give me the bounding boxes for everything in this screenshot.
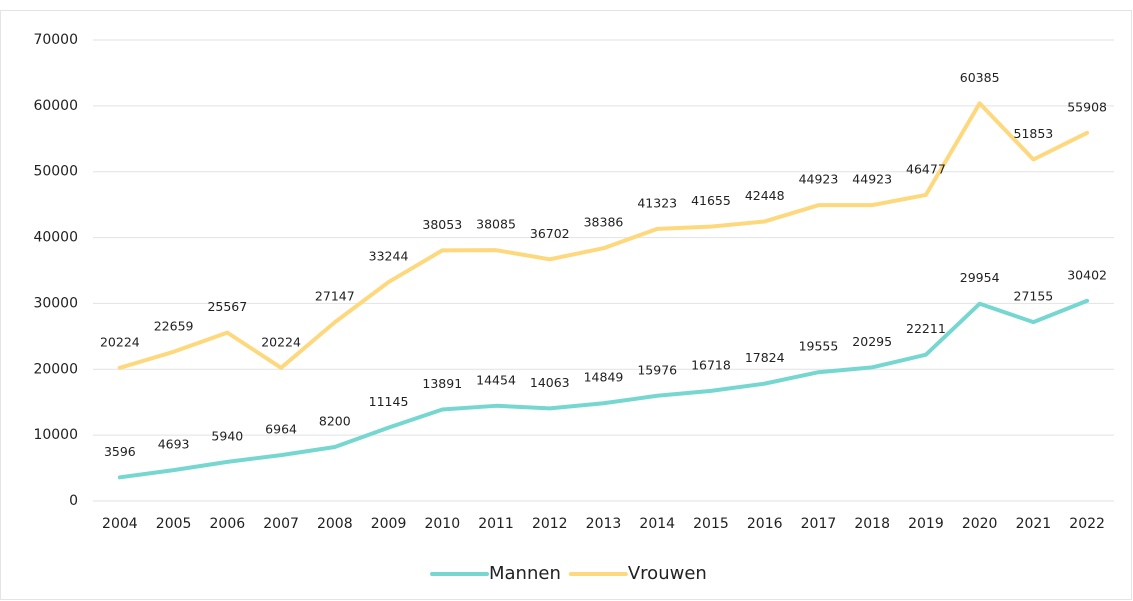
x-tick-label: 2016 <box>747 516 783 532</box>
x-tick-label: 2013 <box>586 516 622 532</box>
data-label: 6964 <box>265 422 297 437</box>
data-label: 22211 <box>906 321 946 336</box>
chart-frame <box>0 10 1132 600</box>
data-label: 14454 <box>476 372 516 387</box>
data-label: 20224 <box>100 334 140 349</box>
data-label: 38085 <box>476 217 516 232</box>
x-tick-label: 2014 <box>639 516 675 532</box>
x-tick-label: 2022 <box>1069 516 1105 532</box>
y-tick-label: 10000 <box>33 427 78 443</box>
data-label: 4693 <box>158 437 190 452</box>
data-label: 22659 <box>154 318 194 333</box>
data-label: 29954 <box>960 270 1000 285</box>
legend-label: Mannen <box>489 563 561 584</box>
y-tick-label: 40000 <box>33 230 78 246</box>
data-label: 20295 <box>852 334 892 349</box>
y-tick-label: 30000 <box>33 295 78 311</box>
series-line <box>117 101 1090 370</box>
data-label: 14849 <box>584 370 624 385</box>
data-label: 42448 <box>745 188 785 203</box>
data-label: 5940 <box>211 428 243 443</box>
x-tick-label: 2017 <box>801 516 837 532</box>
data-label: 27155 <box>1014 289 1054 304</box>
data-label: 44923 <box>852 172 892 187</box>
data-label: 44923 <box>799 172 839 187</box>
data-label: 51853 <box>1014 126 1054 141</box>
x-tick-label: 2015 <box>693 516 729 532</box>
x-tick-label: 2021 <box>1016 516 1052 532</box>
data-label: 13891 <box>422 376 462 391</box>
y-tick-label: 70000 <box>33 32 78 48</box>
data-label: 30402 <box>1067 267 1107 282</box>
y-tick-label: 50000 <box>33 164 78 180</box>
legend-label: Vrouwen <box>628 563 707 584</box>
data-label: 17824 <box>745 350 785 365</box>
data-label: 15976 <box>637 362 677 377</box>
x-tick-label: 2018 <box>854 516 890 532</box>
x-tick-label: 2020 <box>962 516 998 532</box>
data-label: 3596 <box>104 444 136 459</box>
data-label: 14063 <box>530 375 570 390</box>
data-label: 60385 <box>960 70 1000 85</box>
x-tick-label: 2008 <box>317 516 353 532</box>
data-label: 11145 <box>369 394 409 409</box>
x-tick-label: 2019 <box>908 516 944 532</box>
data-label: 41655 <box>691 193 731 208</box>
x-tick-label: 2007 <box>263 516 299 532</box>
x-tick-label: 2006 <box>210 516 246 532</box>
series-line <box>117 298 1090 480</box>
data-label: 27147 <box>315 289 355 304</box>
data-label: 19555 <box>799 339 839 354</box>
data-label: 41323 <box>637 195 677 210</box>
data-label: 55908 <box>1067 99 1107 114</box>
x-tick-label: 2010 <box>424 516 460 532</box>
x-tick-label: 2012 <box>532 516 568 532</box>
data-label: 36702 <box>530 226 570 241</box>
data-label: 38053 <box>422 217 462 232</box>
x-tick-label: 2011 <box>478 516 514 532</box>
data-label: 46477 <box>906 161 946 176</box>
x-tick-label: 2009 <box>371 516 407 532</box>
data-label: 38386 <box>584 215 624 230</box>
y-tick-label: 0 <box>69 493 78 509</box>
x-tick-label: 2004 <box>102 516 138 532</box>
data-label: 16718 <box>691 357 731 372</box>
data-label: 33244 <box>369 249 409 264</box>
y-tick-label: 20000 <box>33 361 78 377</box>
y-tick-label: 60000 <box>33 98 78 114</box>
data-label: 25567 <box>207 299 247 314</box>
data-label: 8200 <box>319 413 351 428</box>
data-label: 20224 <box>261 334 301 349</box>
x-tick-label: 2005 <box>156 516 192 532</box>
